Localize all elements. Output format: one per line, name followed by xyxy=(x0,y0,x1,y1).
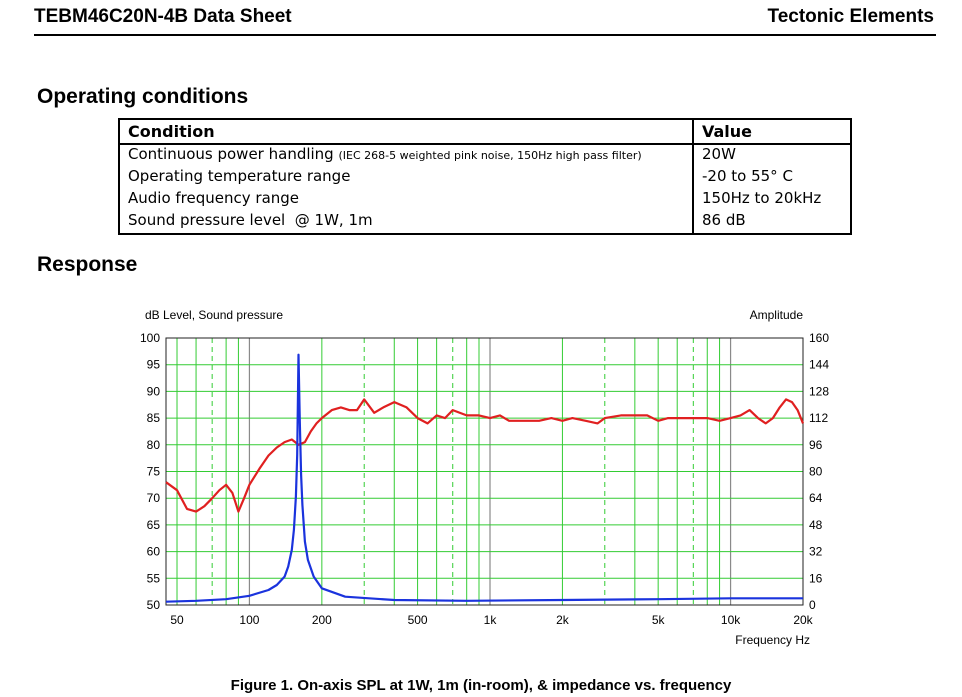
y-tick-label-right: 160 xyxy=(809,331,829,345)
x-tick-label: 2k xyxy=(556,613,570,627)
figure-caption: Figure 1. On-axis SPL at 1W, 1m (in-room… xyxy=(230,677,732,694)
y-tick-label-right: 144 xyxy=(809,358,829,372)
table-row: Operating temperature range -20 to 55° C xyxy=(118,167,852,189)
operating-conditions-heading: Operating conditions xyxy=(37,85,249,108)
y-tick-label-right: 16 xyxy=(809,571,823,585)
y-tick-label-right: 0 xyxy=(809,598,816,612)
header-rule xyxy=(34,34,936,36)
y-tick-label-left: 70 xyxy=(147,491,161,505)
x-tick-label: 5k xyxy=(652,613,666,627)
condition-cell: Continuous power handling (IEC 268-5 wei… xyxy=(118,144,694,167)
value-cell: 150Hz to 20kHz xyxy=(692,189,852,211)
value-cell: 20W xyxy=(692,144,852,167)
y-tick-label-left: 80 xyxy=(147,438,161,452)
y-tick-label-left: 90 xyxy=(147,384,161,398)
x-tick-label: 10k xyxy=(721,613,741,627)
y-axis-right-label: Amplitude xyxy=(750,308,804,322)
y-tick-label-left: 65 xyxy=(147,518,161,532)
spl-series-line xyxy=(165,398,805,513)
y-tick-label-left: 50 xyxy=(147,598,161,612)
x-tick-label: 100 xyxy=(239,613,259,627)
y-tick-label-left: 100 xyxy=(140,331,160,345)
condition-cell: Audio frequency range xyxy=(118,189,694,211)
value-cell: 86 dB xyxy=(692,211,852,235)
y-tick-label-right: 80 xyxy=(809,465,823,479)
condition-cell: Operating temperature range xyxy=(118,167,694,189)
y-tick-label-right: 128 xyxy=(809,384,829,398)
y-tick-label-left: 85 xyxy=(147,411,161,425)
table-row: Continuous power handling (IEC 268-5 wei… xyxy=(118,144,852,167)
y-tick-label-left: 55 xyxy=(147,571,161,585)
y-tick-label-right: 48 xyxy=(809,518,823,532)
x-tick-label: 20k xyxy=(793,613,813,627)
response-chart: dB Level, Sound pressure Amplitude Frequ… xyxy=(140,308,829,647)
chart-grid xyxy=(166,337,804,606)
operating-conditions-table: Condition Value Continuous power handlin… xyxy=(118,118,852,235)
condition-text: Continuous power handling xyxy=(128,145,334,163)
x-tick-label: 500 xyxy=(408,613,428,627)
y-tick-label-right: 96 xyxy=(809,438,823,452)
condition-note: (IEC 268-5 weighted pink noise, 150Hz hi… xyxy=(338,149,642,162)
x-tick-label: 1k xyxy=(484,613,498,627)
document-title: TEBM46C20N-4B Data Sheet xyxy=(34,6,292,27)
plot-frame xyxy=(165,337,804,606)
y-tick-label-left: 75 xyxy=(147,465,161,479)
x-tick-label: 200 xyxy=(312,613,332,627)
axis-ticks: 50 55 60 65 70 75 80 85 90 95 100 0 16 32 48 64 80 96 112 1… xyxy=(140,331,829,627)
y-tick-label-right: 112 xyxy=(809,411,828,425)
column-header-value: Value xyxy=(692,118,852,145)
y-tick-label-left: 60 xyxy=(147,545,161,559)
impedance-series-line xyxy=(165,353,803,603)
x-tick-label: 50 xyxy=(170,613,184,627)
y-tick-label-left: 95 xyxy=(147,358,161,372)
value-cell: -20 to 55° C xyxy=(692,167,852,189)
y-tick-label-right: 32 xyxy=(809,545,823,559)
table-row: Sound pressure level @ 1W, 1m 86 dB xyxy=(118,211,852,235)
table-header-row: Condition Value xyxy=(118,118,852,145)
column-header-condition: Condition xyxy=(118,118,694,145)
x-axis-label: Frequency Hz xyxy=(735,633,810,647)
table-row: Audio frequency range 150Hz to 20kHz xyxy=(118,189,852,211)
y-tick-label-right: 64 xyxy=(809,491,823,505)
company-name: Tectonic Elements xyxy=(767,6,934,27)
y-axis-left-label: dB Level, Sound pressure xyxy=(145,308,283,322)
condition-cell: Sound pressure level @ 1W, 1m xyxy=(118,211,694,235)
chart-series xyxy=(165,353,805,603)
response-heading: Response xyxy=(37,253,138,276)
